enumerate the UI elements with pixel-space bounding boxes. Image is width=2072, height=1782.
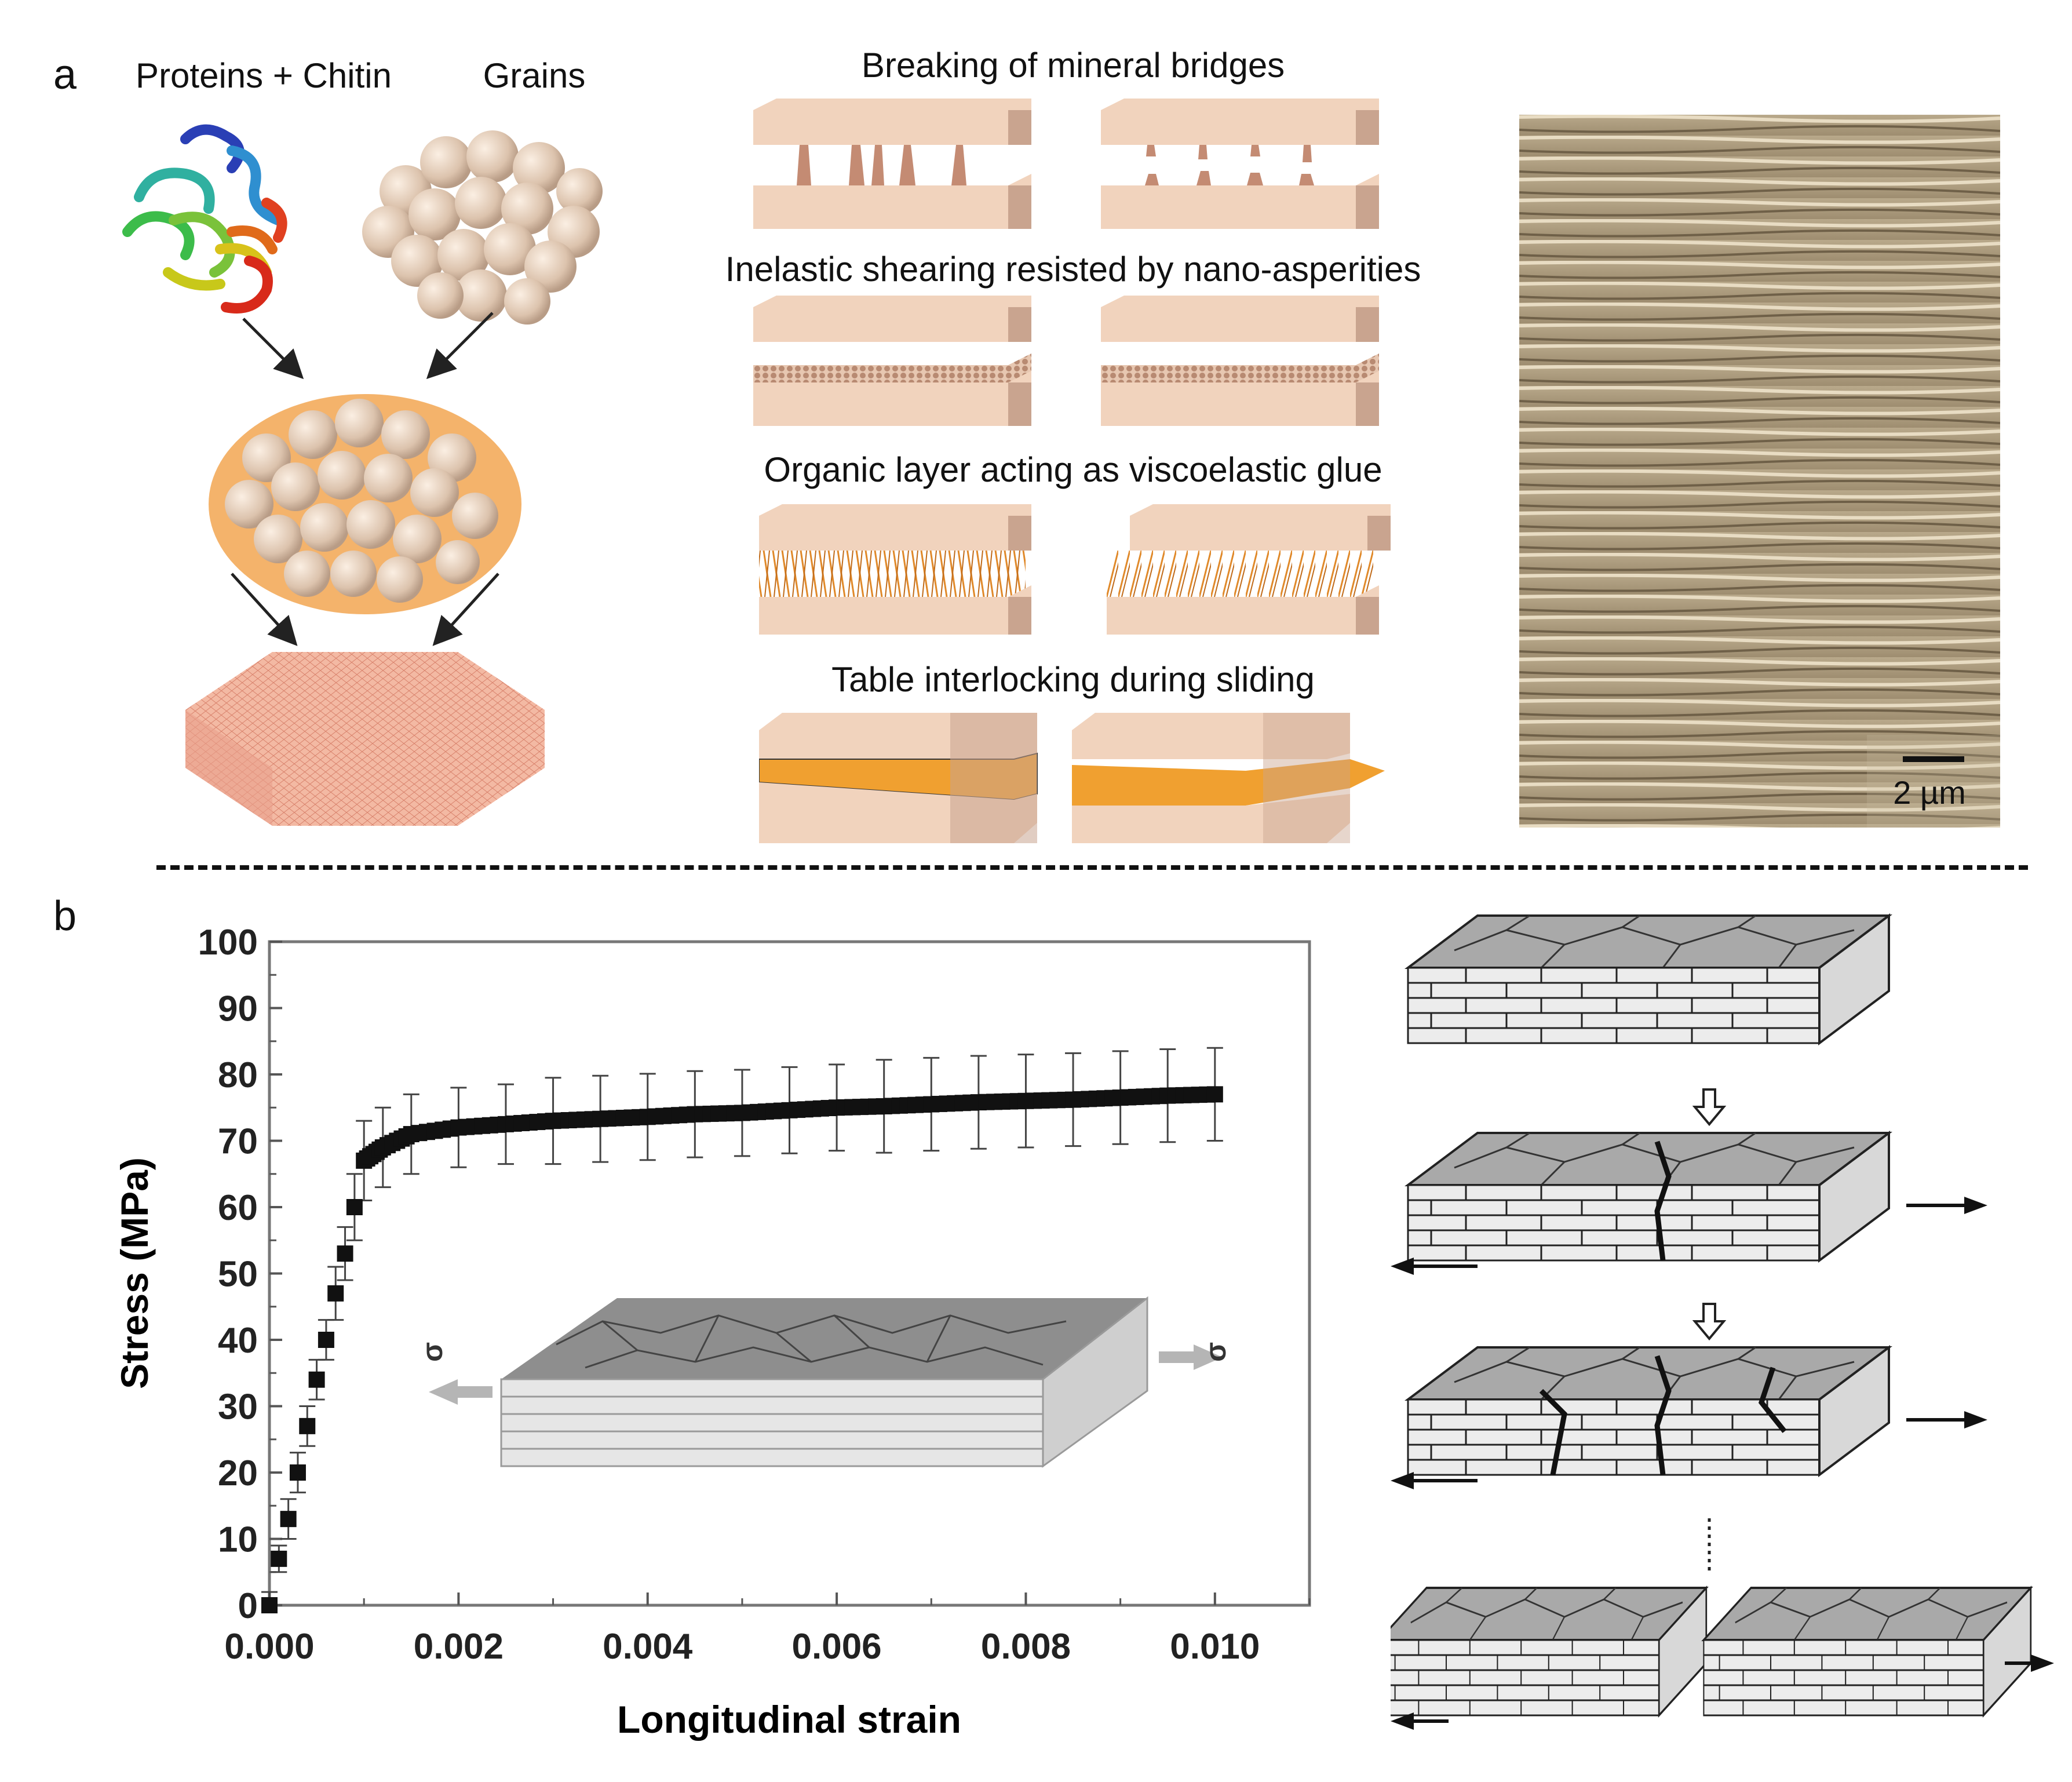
data-point (261, 1597, 278, 1613)
stress-strain-chart: 0 10 20 30 40 50 60 70 80 90 100 0.000 0.002 0.004 0.… (113, 923, 1311, 1741)
y-axis-label: Stress (MPa) (113, 1157, 156, 1389)
viscoelastic-glue-illustration (759, 504, 1391, 635)
x-tick-label: 0.010 (1170, 1627, 1260, 1667)
mechanism-title-4: Table interlocking during sliding (831, 660, 1315, 699)
panel-a-letter: a (53, 52, 77, 98)
y-tick-label: 70 (218, 1122, 258, 1162)
data-point (1206, 1086, 1223, 1103)
x-tick-label: 0.002 (414, 1627, 504, 1667)
down-arrow-icon (1692, 1303, 1727, 1341)
mineral-bridges-illustration (753, 99, 1379, 229)
sem-micrograph (1519, 115, 2000, 828)
inset-sigma-right: σ (1199, 1342, 1232, 1362)
mechanism-title-3: Organic layer acting as viscoelastic glu… (764, 450, 1382, 489)
mechanism-title-2: Inelastic shearing resisted by nano-aspe… (725, 250, 1421, 289)
arrows-to-tablet (231, 573, 499, 646)
data-point (280, 1511, 297, 1528)
schematic-stage-4 (1391, 1587, 2054, 1730)
data-point (308, 1371, 325, 1388)
data-point (318, 1332, 334, 1348)
inset-tension-sample: σ σ (416, 1296, 1232, 1468)
sem-scale-bar-label: 2 µm (1893, 774, 1966, 811)
y-tick-label: 40 (218, 1321, 258, 1361)
y-tick-label: 80 (218, 1055, 258, 1095)
x-axis-label: Longitudinal strain (617, 1698, 961, 1741)
x-tick-label: 0.006 (792, 1627, 882, 1667)
table-interlocking-illustration (759, 713, 1385, 843)
panel-b-letter: b (53, 893, 77, 939)
protein-structure-icon (122, 124, 287, 314)
panel-divider (156, 865, 2028, 870)
y-tick-label: 100 (198, 923, 258, 963)
y-tick-label: 50 (218, 1255, 258, 1295)
y-tick-label: 10 (218, 1520, 258, 1560)
data-point (337, 1245, 353, 1262)
x-tick-label: 0.008 (981, 1627, 1071, 1667)
grains-label: Grains (483, 56, 586, 95)
mineral-tablet-icon (185, 652, 545, 826)
y-tick-label: 90 (218, 989, 258, 1029)
y-tick-label: 20 (218, 1453, 258, 1493)
y-tick-label: 0 (238, 1586, 258, 1626)
inset-sigma-left: σ (416, 1342, 448, 1362)
y-tick-label: 30 (218, 1387, 258, 1427)
schematic-stage-1 (1407, 914, 1890, 1044)
composite-grains-icon (209, 394, 521, 614)
fracture-progression-schematic (1391, 914, 2054, 1730)
nano-asperities-illustration (753, 296, 1379, 426)
data-point (346, 1199, 363, 1215)
proteins-chitin-label: Proteins + Chitin (136, 56, 392, 95)
data-point (271, 1550, 287, 1567)
data-point (289, 1464, 306, 1481)
x-tick-label: 0.004 (603, 1627, 693, 1667)
data-point (299, 1417, 316, 1434)
x-tick-label: 0.000 (224, 1627, 314, 1667)
arrows-to-composite (242, 312, 494, 380)
data-point (327, 1285, 344, 1302)
grains-cluster-icon (362, 130, 603, 325)
mechanism-title-1: Breaking of mineral bridges (861, 46, 1285, 85)
schematic-stage-2 (1407, 1132, 1890, 1262)
schematic-stage-3 (1407, 1346, 1890, 1476)
plot-area (268, 940, 1311, 1607)
down-arrow-icon (1692, 1088, 1727, 1127)
y-tick-label: 60 (218, 1188, 258, 1228)
